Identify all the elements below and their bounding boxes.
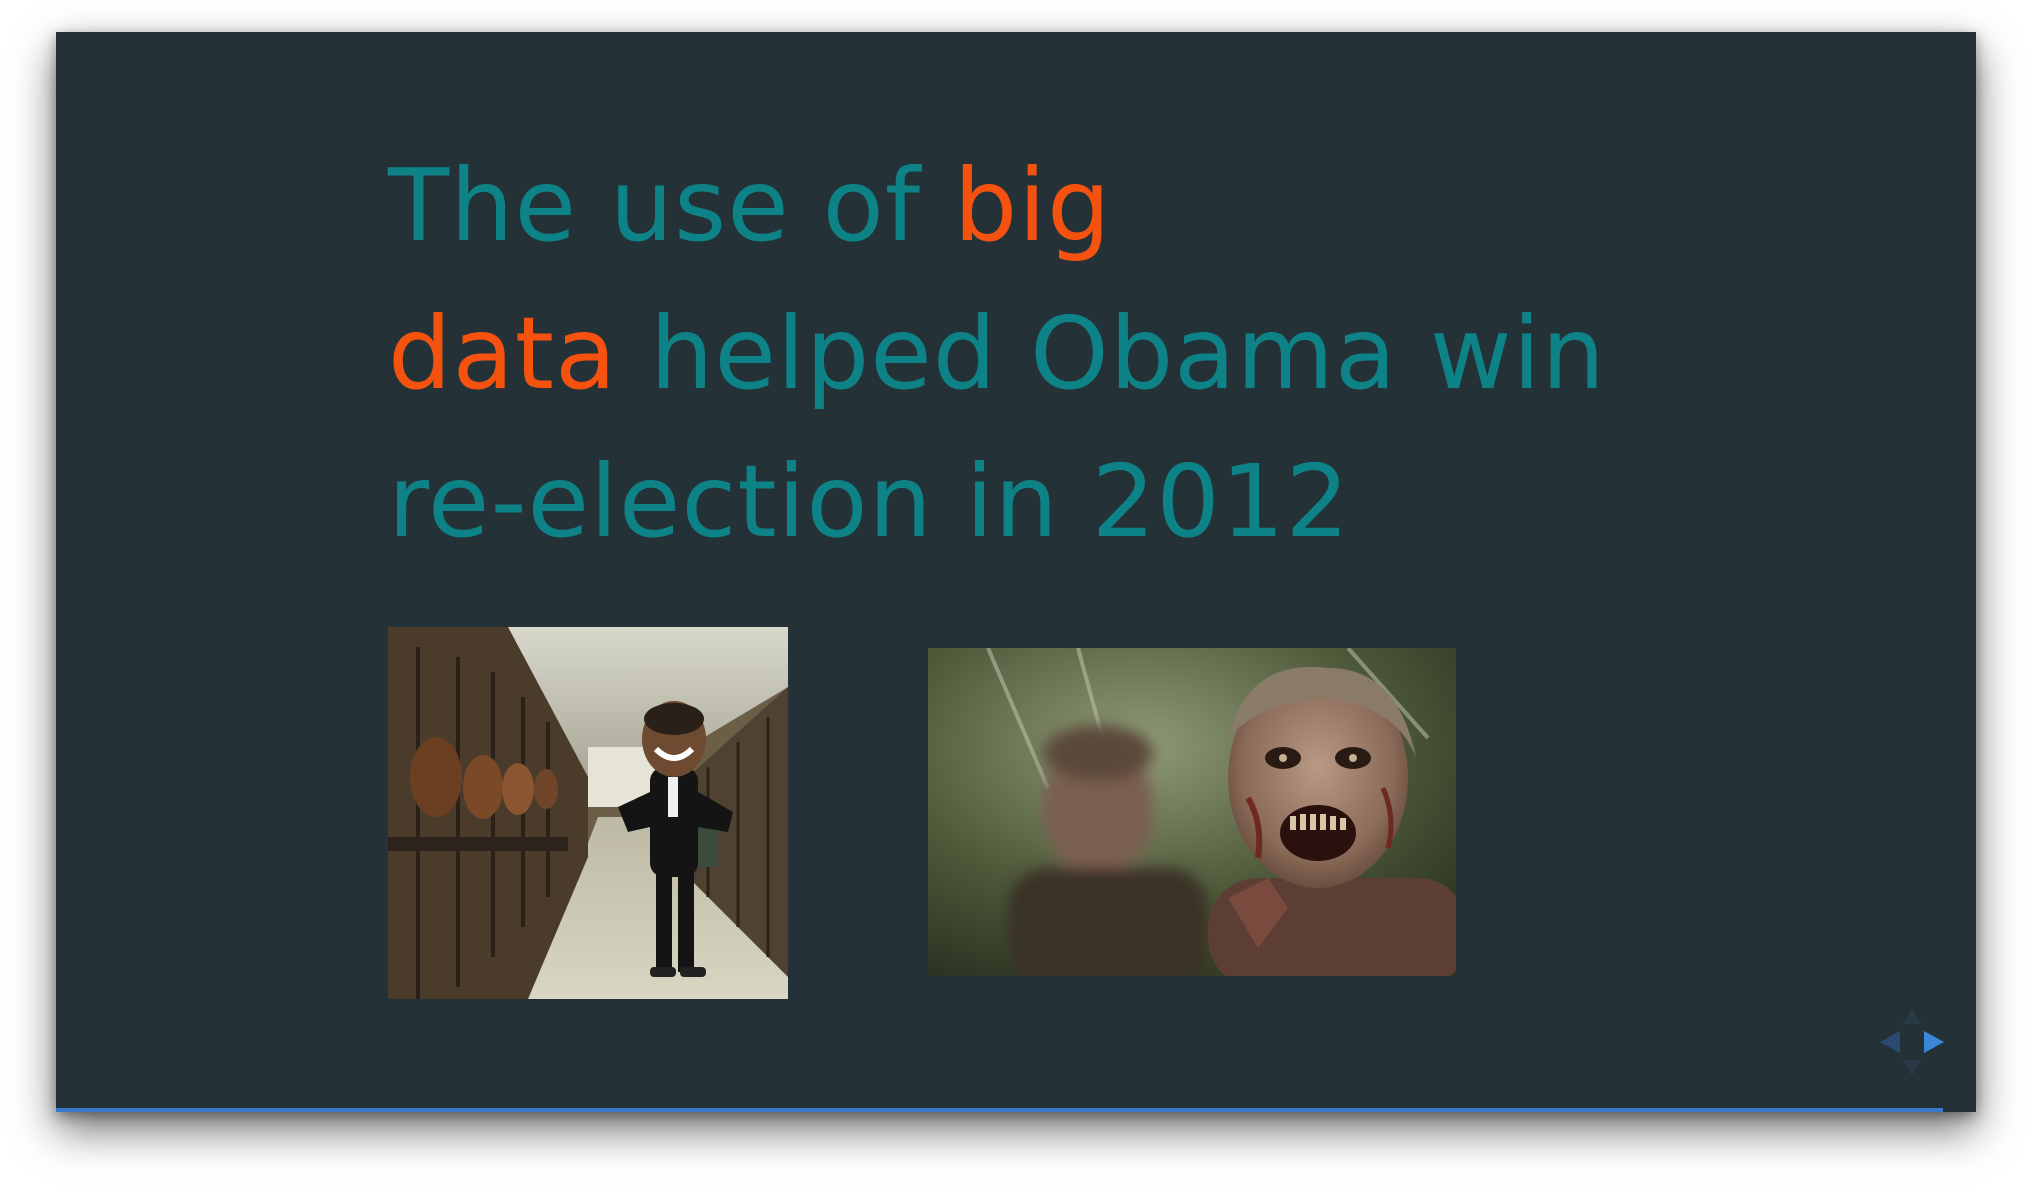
headline-text-2: helped Obama win: [617, 295, 1606, 412]
slide-headline: The use of big data helped Obama win re-el…: [388, 132, 1788, 576]
headline-text-3: re-election in 2012: [388, 443, 1351, 560]
headline-accent-data: data: [388, 295, 618, 412]
zombie-illustration: [928, 648, 1456, 976]
headline-accent-big: big: [953, 147, 1112, 264]
dancing-meme-image: [388, 627, 788, 999]
slide-progress-bar: [56, 1108, 1944, 1112]
triangle-right-icon[interactable]: [1924, 1031, 1944, 1053]
triangle-up-icon[interactable]: [1902, 1008, 1922, 1024]
triangle-down-icon[interactable]: [1902, 1060, 1922, 1076]
dancing-meme-illustration: [388, 627, 788, 999]
slide-navigation: [1872, 1002, 1952, 1082]
slide-stage: The use of big data helped Obama win re-el…: [56, 32, 1976, 1112]
zombie-image: [928, 648, 1456, 976]
triangle-left-icon[interactable]: [1880, 1031, 1900, 1053]
headline-text-1: The use of: [388, 147, 954, 264]
